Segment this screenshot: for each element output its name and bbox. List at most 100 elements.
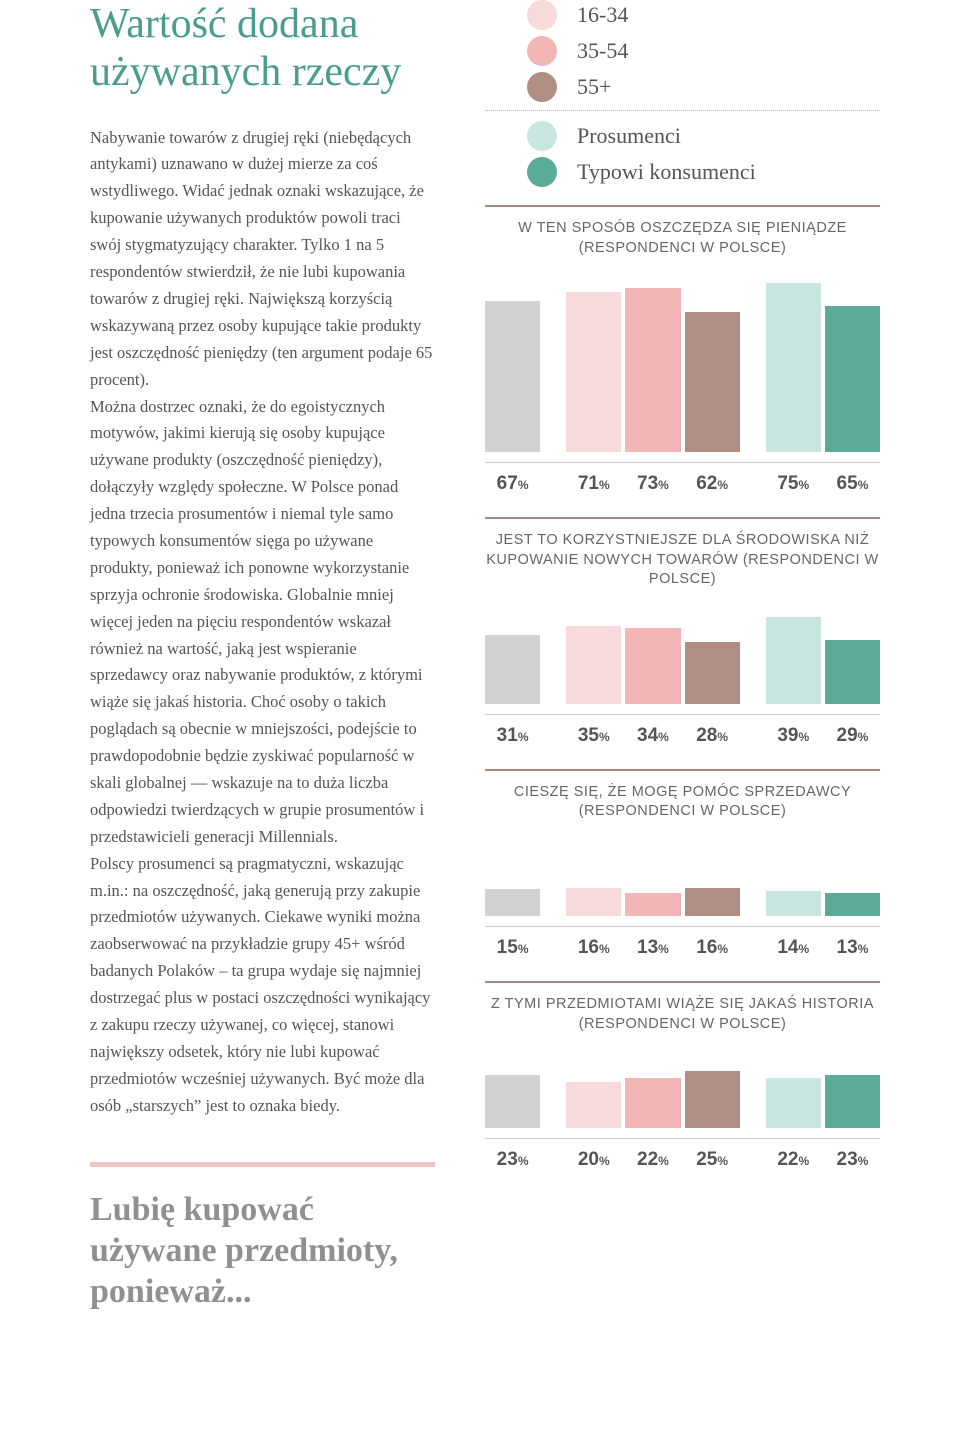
bar-slot (766, 283, 821, 452)
bar (485, 889, 540, 916)
bar-label: 25% (685, 1149, 740, 1171)
main-title: Wartość dodana używanych rzeczy (90, 0, 435, 97)
chart-labels: 67% 71%73%62% 75%65% (485, 462, 880, 495)
bar-label: 67% (485, 473, 540, 495)
callout-divider (90, 1162, 435, 1167)
bar-slot (625, 288, 680, 452)
legend-swatch-35-54 (527, 36, 557, 66)
chart-title: W TEN SPOSÓB OSZCZĘDZA SIĘ PIENIĄDZE (RE… (485, 219, 880, 258)
bar (625, 1078, 680, 1128)
bar-label: 73% (625, 473, 680, 495)
callout-text: Lubię kupować używane przedmioty, poniew… (90, 1189, 435, 1313)
chart-labels: 31%35%34%28%39%29% (485, 714, 880, 747)
legend-row-55-plus: 55+ (485, 72, 880, 102)
bar (566, 888, 621, 916)
chart-labels: 15%16%13%16%14%13% (485, 926, 880, 959)
chart-title: CIESZĘ SIĘ, ŻE MOGĘ POMÓC SPRZEDAWCY (RE… (485, 783, 880, 822)
chart-labels: 23%20%22%25%22%23% (485, 1138, 880, 1171)
bar (685, 1071, 740, 1128)
bar (685, 888, 740, 916)
bar-slot (685, 1071, 740, 1128)
bar-label: 35% (566, 725, 621, 747)
legend-label-prosumers: Prosumenci (577, 123, 681, 149)
bar-slot (485, 301, 540, 452)
bar-slot (566, 1082, 621, 1128)
bar-label: 22% (766, 1149, 821, 1171)
bar-label: 31% (485, 725, 540, 747)
bar-label: 71% (566, 473, 621, 495)
bar-slot (485, 1075, 540, 1128)
bar-label: 23% (825, 1149, 880, 1171)
legend-swatch-prosumers (527, 121, 557, 151)
chart-block-3: Z TYMI PRZEDMIOTAMI WIĄŻE SIĘ JAKAŚ HIST… (485, 981, 880, 1171)
bar (766, 891, 821, 916)
bar-label: 16% (566, 937, 621, 959)
legend-label-35-54: 35-54 (577, 38, 628, 64)
right-column: 16-34 35-54 55+ Prosumenci Typowi konsum… (455, 0, 960, 1313)
chart-bars (485, 272, 880, 452)
bar-slot (825, 1075, 880, 1128)
bar (485, 1075, 540, 1128)
legend-swatch-16-34 (527, 0, 557, 30)
bar (625, 288, 680, 452)
chart-block-1: JEST TO KORZYSTNIEJSZE DLA ŚRODOWISKA NI… (485, 517, 880, 747)
bar (766, 1078, 821, 1128)
bar-slot (825, 306, 880, 452)
bar-slot (485, 889, 540, 916)
body-text: Nabywanie towarów z drugiej ręki (niebęd… (90, 125, 435, 1120)
bar-slot (766, 617, 821, 704)
bar-slot (685, 312, 740, 452)
bar (766, 617, 821, 704)
chart-bars (485, 1048, 880, 1128)
bar-slot (566, 888, 621, 916)
bar-label: 29% (825, 725, 880, 747)
bar-label: 13% (625, 937, 680, 959)
chart-bars (485, 836, 880, 916)
charts-host: W TEN SPOSÓB OSZCZĘDZA SIĘ PIENIĄDZE (RE… (485, 205, 880, 1171)
bar (825, 893, 880, 916)
bar-slot (685, 642, 740, 704)
bar-slot (625, 1078, 680, 1128)
left-column: Wartość dodana używanych rzeczy Nabywani… (0, 0, 455, 1313)
bar (485, 635, 540, 704)
bar (625, 893, 680, 916)
bar-label: 15% (485, 937, 540, 959)
chart-bars (485, 604, 880, 704)
bar-label: 23% (485, 1149, 540, 1171)
bar (825, 640, 880, 704)
bar (566, 292, 621, 452)
legend-row-16-34: 16-34 (485, 0, 880, 30)
bar-label: 65% (825, 473, 880, 495)
bar-slot (766, 1078, 821, 1128)
bar-label: 62% (685, 473, 740, 495)
bar (685, 312, 740, 452)
legend-row-typical: Typowi konsumenci (485, 157, 880, 187)
bar-label: 39% (766, 725, 821, 747)
chart-title: Z TYMI PRZEDMIOTAMI WIĄŻE SIĘ JAKAŚ HIST… (485, 995, 880, 1034)
legend-swatch-typical (527, 157, 557, 187)
bar-label: 28% (685, 725, 740, 747)
legend-label-typical: Typowi konsumenci (577, 159, 756, 185)
chart-block-0: W TEN SPOSÓB OSZCZĘDZA SIĘ PIENIĄDZE (RE… (485, 205, 880, 495)
legend: 16-34 35-54 55+ Prosumenci Typowi konsum… (485, 0, 880, 187)
legend-swatch-55-plus (527, 72, 557, 102)
legend-separator (485, 110, 880, 111)
bar-slot (825, 893, 880, 916)
bar-label: 16% (685, 937, 740, 959)
bar (825, 1075, 880, 1128)
page: Wartość dodana używanych rzeczy Nabywani… (0, 0, 960, 1313)
bar (566, 1082, 621, 1128)
bar-label: 75% (766, 473, 821, 495)
bar-label: 22% (625, 1149, 680, 1171)
bar-slot (566, 626, 621, 704)
bar-slot (625, 628, 680, 704)
bar-slot (685, 888, 740, 916)
bar-slot (766, 891, 821, 916)
legend-label-55-plus: 55+ (577, 74, 611, 100)
bar (625, 628, 680, 704)
bar (485, 301, 540, 452)
bar (766, 283, 821, 452)
bar-slot (625, 893, 680, 916)
legend-row-35-54: 35-54 (485, 36, 880, 66)
chart-block-2: CIESZĘ SIĘ, ŻE MOGĘ POMÓC SPRZEDAWCY (RE… (485, 769, 880, 959)
